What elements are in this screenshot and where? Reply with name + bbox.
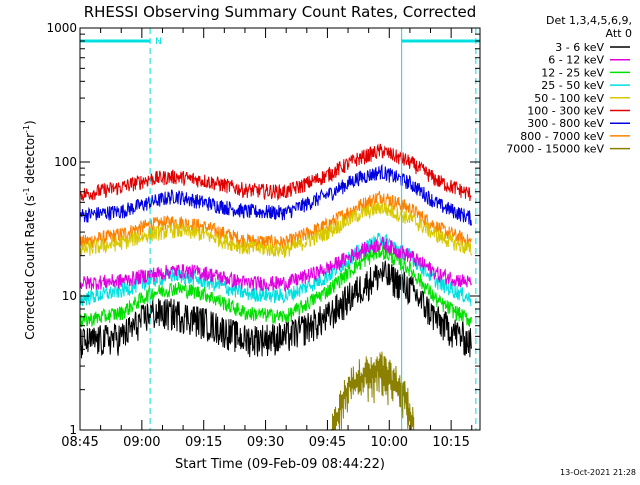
legend-label: 7000 - 15000 keV [506,143,604,156]
x-tick-label: 09:00 [123,435,160,450]
legend-label: 300 - 800 keV [527,117,604,130]
legend-label: 50 - 100 keV [534,92,604,105]
series-line-300-800-kev [79,163,472,226]
y-tick-label: 100 [54,155,77,169]
y-tick-label: 1 [69,423,77,437]
legend-label: 100 - 300 keV [527,105,604,118]
legend-label: 3 - 6 keV [555,41,604,54]
series-line-6-12-kev [79,236,472,293]
y-tick-label: 10 [62,289,77,303]
y-axis-label: Corrected Count Rate (s-1 detector-1) [22,120,37,339]
x-tick-label: 08:45 [61,435,98,450]
y-axis-ticks: 1 10 100 1000 [46,21,480,437]
y-axis-label-main: Corrected Count Rate (s [23,195,37,339]
y-tick-label: 1000 [46,21,77,35]
series-line-800-7000-kev [79,190,472,251]
legend-label: 12 - 25 keV [541,66,604,79]
x-axis-label: Start Time (09-Feb-09 08:44:22) [175,457,385,472]
x-axis-ticks: 08:45 09:00 09:15 09:30 09:45 10:00 10:15 [61,28,473,450]
legend-label: 800 - 7000 keV [520,130,604,143]
legend-header-line-2: Att 0 [606,27,632,40]
x-tick-label: 09:30 [247,435,284,450]
chart-title: RHESSI Observing Summary Count Rates, Co… [84,3,477,21]
legend-header-line-1: Det 1,3,4,5,6,9, [546,14,632,27]
x-tick-label: 10:00 [371,435,408,450]
y-axis-label-exp-2: -1 [22,125,31,133]
x-tick-label: 10:15 [432,435,469,450]
plot-frame [79,27,481,431]
series-line-100-300-kev [79,143,472,202]
y-axis-label-end: ) [23,120,37,125]
series-group [79,143,472,431]
series-line-50-100-kev [79,201,472,258]
series-line-7000-15000-kev [331,351,415,431]
legend-label: 6 - 12 keV [548,54,604,67]
series-line-3-6-kev [79,260,472,359]
legend-label: 25 - 50 keV [541,79,604,92]
timestamp: 13-Oct-2021 21:28 [560,468,636,477]
x-tick-label: 09:45 [309,435,346,450]
plot-area: N 1 10 100 1000 08:45 09:00 09:15 09:30 09:45 10:0… [46,21,481,450]
y-axis-label-exp-1: -1 [22,187,31,195]
flag-label: N [155,37,162,47]
series-line-12-25-kev [79,244,472,328]
x-tick-label: 09:15 [185,435,222,450]
y-axis-label-mid: detector [23,133,37,188]
